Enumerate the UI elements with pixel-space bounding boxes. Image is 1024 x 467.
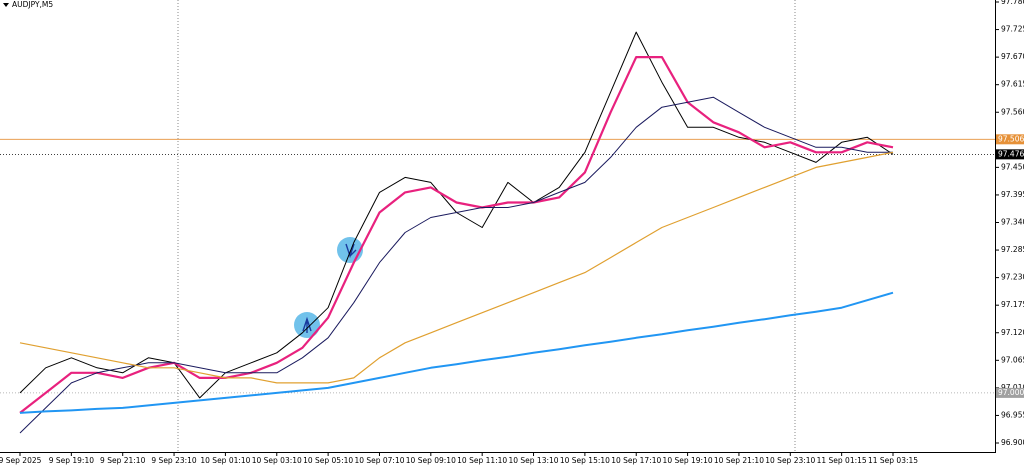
x-tick-label: 9 Sep 23:10 [151,456,197,465]
sell-arrow [345,243,357,259]
series-line [19,56,894,414]
price-label-box [996,387,1024,398]
y-tick-label: 97.450 [1001,162,1024,171]
y-tick-label: 97.175 [1001,300,1024,309]
x-tick-label: 11 Sep 03:15 [868,456,918,465]
series-line [19,151,894,384]
price-label: 97.506 [998,134,1024,143]
y-tick-label: 97.285 [1001,245,1024,254]
y-tick-label: 97.670 [1001,52,1024,61]
chart-title: AUDJPY,M5 [12,0,53,9]
x-tick-label: 10 Sep 21:10 [714,456,764,465]
x-tick-label: 10 Sep 17:10 [611,456,661,465]
x-tick-label: 10 Sep 19:10 [663,456,713,465]
menu-arrow[interactable] [3,3,9,7]
x-tick-label: 9 Sep 2025 [0,456,42,465]
y-tick-label: 97.725 [1001,25,1024,34]
x-tick-label: 10 Sep 11:10 [457,456,507,465]
x-tick-label: 11 Sep 01:15 [817,456,867,465]
x-tick-label: 10 Sep 15:10 [560,456,610,465]
x-tick-label: 9 Sep 19:10 [49,456,95,465]
y-tick-label: 96.900 [1001,438,1024,447]
x-tick-label: 10 Sep 07:10 [354,456,404,465]
x-tick-label: 10 Sep 05:10 [303,456,353,465]
price-label: 97.000 [998,388,1024,397]
y-tick-label: 96.955 [1001,410,1024,419]
x-tick-label: 10 Sep 09:10 [406,456,456,465]
y-tick-label: 97.340 [1001,218,1024,227]
y-tick-label: 97.010 [1001,383,1024,392]
buy-arrow [302,316,312,333]
x-tick-label: 10 Sep 03:10 [252,456,302,465]
y-tick-label: 97.615 [1001,80,1024,89]
x-tick-label: 10 Sep 01:10 [200,456,250,465]
price-label-box [996,149,1024,160]
y-tick-label: 97.120 [1001,328,1024,337]
price-label: 97.476 [998,149,1024,158]
y-tick-label: 97.560 [1001,107,1024,116]
x-tick-label: 10 Sep 23:10 [765,456,815,465]
y-tick-label: 97.065 [1001,355,1024,364]
y-tick-label: 97.780 [1001,0,1024,6]
x-tick-label: 10 Sep 13:10 [508,456,558,465]
y-tick-label: 97.395 [1001,190,1024,199]
y-tick-label: 97.230 [1001,273,1024,282]
series-line [19,96,893,434]
price-label-box [996,134,1024,145]
series-line [19,291,894,414]
x-tick-label: 9 Sep 21:10 [100,456,146,465]
